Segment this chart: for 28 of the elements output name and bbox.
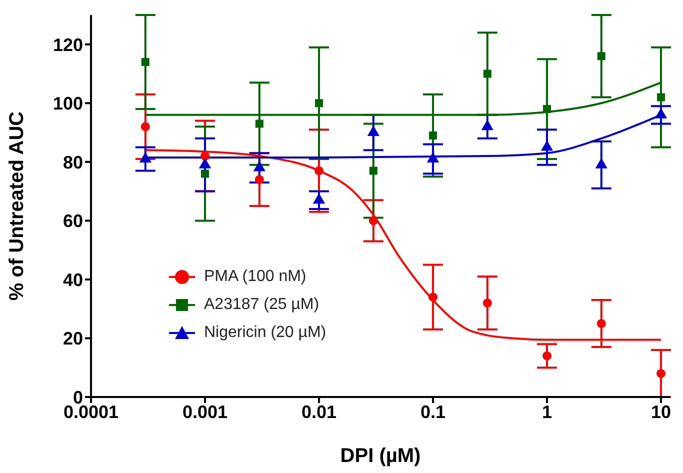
x-tick-label: 0.001 [182,402,228,422]
y-tick-label: 120 [52,34,83,55]
point [542,105,551,114]
point [140,122,150,132]
point [656,93,665,102]
y-tick-label: 80 [62,152,83,172]
x-tick-label: 0.1 [420,402,446,422]
point [254,175,264,184]
y-tick-label: 60 [62,211,83,232]
x-tick-label: 0.01 [301,402,337,422]
point [656,368,666,378]
y-tick-label: 100 [52,94,83,114]
x-tick-label: 1 [542,402,552,422]
point [141,58,150,66]
y-axis-title: % of Untreated AUC [6,111,28,301]
point [428,292,438,302]
point [428,131,437,140]
legend-label: PMA (100 nM) [204,268,306,285]
point [369,166,378,175]
x-tick-label: 10 [650,402,671,422]
y-tick-label: 20 [62,328,83,349]
point [542,351,552,360]
legend-label: A23187 (25 µM) [204,296,320,313]
legend-label: Nigericin (20 µM) [204,324,326,341]
point [255,120,264,128]
x-axis-title: DPI (µM) [340,445,421,467]
point [368,216,378,226]
y-tick-label: 40 [62,270,83,290]
